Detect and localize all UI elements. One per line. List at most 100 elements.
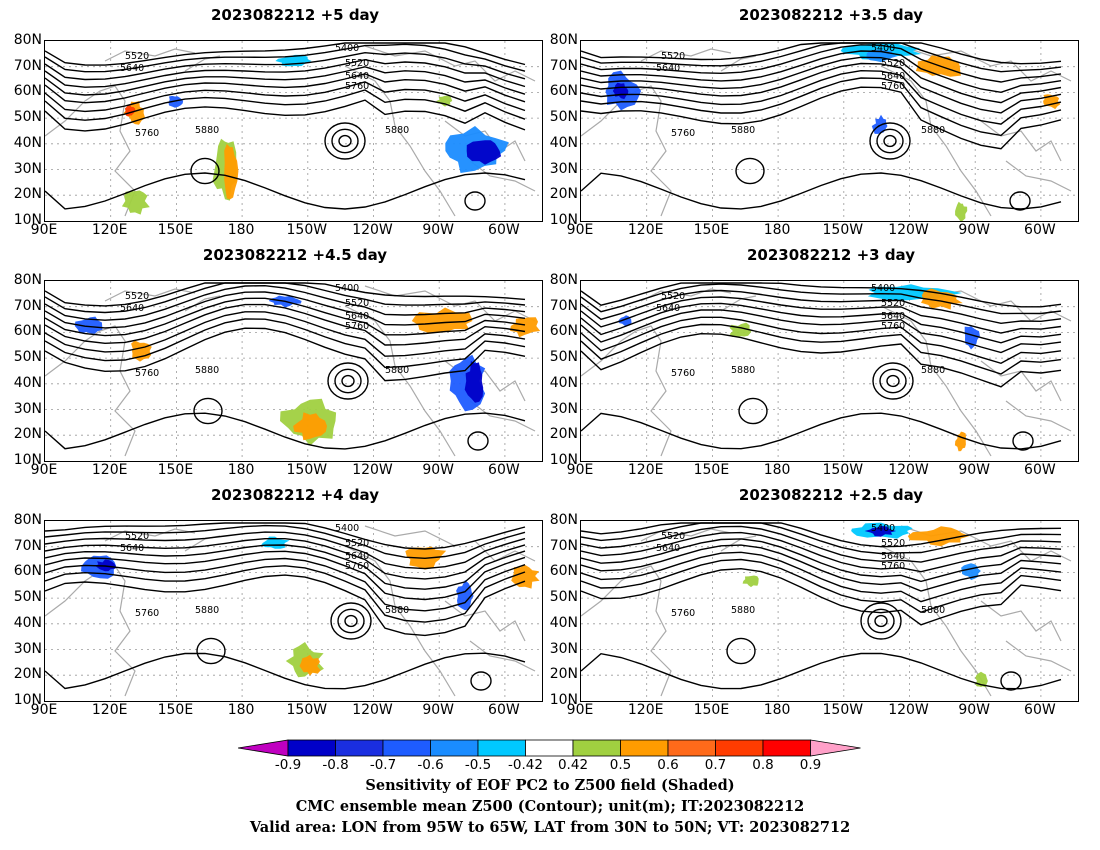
- colorbar-tick-label: -0.6: [417, 757, 444, 773]
- svg-text:5400: 5400: [871, 523, 895, 534]
- lat-tick-label: 40N: [13, 614, 42, 631]
- lon-tick-label: 120W: [888, 702, 929, 718]
- lat-tick-label: 70N: [13, 57, 42, 74]
- lon-tick-label: 90E: [30, 462, 58, 478]
- lat-tick-label: 50N: [549, 349, 578, 366]
- svg-text:5520: 5520: [125, 531, 149, 542]
- svg-text:5880: 5880: [195, 125, 219, 136]
- svg-text:5400: 5400: [871, 43, 895, 54]
- lon-tick-label: 120E: [91, 702, 128, 718]
- lat-tick-label: 10N: [549, 691, 578, 708]
- lon-tick-label: 60W: [488, 222, 520, 238]
- lat-tick-label: 60N: [13, 83, 42, 100]
- lat-tick-label: 60N: [13, 563, 42, 580]
- lon-tick-label: 60W: [488, 702, 520, 718]
- svg-text:5640: 5640: [656, 543, 680, 554]
- lat-tick-label: 40N: [549, 374, 578, 391]
- lat-tick-label: 50N: [549, 109, 578, 126]
- svg-text:5760: 5760: [881, 561, 905, 572]
- svg-text:5640: 5640: [656, 63, 680, 74]
- svg-text:5400: 5400: [335, 43, 359, 54]
- lon-tick-label: 120W: [352, 702, 393, 718]
- svg-text:5520: 5520: [345, 298, 369, 309]
- lon-tick-label: 120E: [91, 222, 128, 238]
- map-panel-1: 5400 5520 5520 5640 5640 5760 5760 5880 5880: [44, 40, 543, 222]
- lon-tick-label: 90W: [958, 702, 991, 718]
- lon-tick-label: 150W: [286, 222, 328, 238]
- lon-tick-label: 180: [763, 702, 791, 718]
- panel-title-2: 2023082212 +3.5 day: [738, 6, 924, 24]
- lat-tick-label: 20N: [549, 186, 578, 203]
- svg-text:5640: 5640: [881, 551, 905, 562]
- lat-tick-label: 70N: [549, 297, 578, 314]
- lon-tick-label: 90W: [958, 222, 991, 238]
- svg-text:5880: 5880: [731, 125, 755, 136]
- svg-text:5520: 5520: [881, 58, 905, 69]
- lat-tick-label: 80N: [549, 272, 578, 288]
- svg-text:5400: 5400: [871, 283, 895, 294]
- lon-tick-label: 150E: [693, 222, 730, 238]
- svg-text:5880: 5880: [731, 605, 755, 616]
- lat-tick-label: 10N: [13, 451, 42, 468]
- lat-tick-label: 40N: [13, 374, 42, 391]
- lat-tick-label: 70N: [549, 57, 578, 74]
- lon-tick-label: 150W: [822, 702, 864, 718]
- lon-tick-label: 120W: [888, 462, 929, 478]
- svg-text:5640: 5640: [120, 543, 144, 554]
- svg-text:5760: 5760: [671, 608, 695, 619]
- lat-tick-label: 70N: [13, 297, 42, 314]
- colorbar-swatch: [335, 739, 384, 757]
- lat-tick-label: 50N: [549, 589, 578, 606]
- z500-contours: [581, 42, 1062, 211]
- svg-text:5640: 5640: [656, 303, 680, 314]
- lat-tick-label: 50N: [13, 349, 42, 366]
- svg-text:5520: 5520: [661, 531, 685, 542]
- lon-tick-label: 90W: [422, 222, 455, 238]
- lon-tick-label: 150W: [822, 462, 864, 478]
- colorbar-swatch: [620, 739, 669, 757]
- svg-text:5760: 5760: [881, 81, 905, 92]
- z500-contours: [45, 282, 526, 451]
- coastlines: [581, 285, 1072, 457]
- lat-tick-label: 20N: [13, 666, 42, 683]
- lat-tick-label: 40N: [13, 134, 42, 151]
- colorbar: [238, 739, 861, 757]
- lon-tick-label: 60W: [1024, 462, 1056, 478]
- lat-tick-label: 40N: [549, 134, 578, 151]
- lon-tick-label: 150E: [157, 462, 194, 478]
- lat-tick-label: 80N: [13, 32, 42, 48]
- lon-tick-label: 90W: [958, 462, 991, 478]
- lon-tick-label: 90W: [422, 462, 455, 478]
- panel-title-3: 2023082212 +4.5 day: [202, 246, 388, 264]
- svg-text:5760: 5760: [671, 368, 695, 379]
- svg-text:5760: 5760: [135, 368, 159, 379]
- lat-tick-label: 10N: [13, 691, 42, 708]
- z500-contours: [581, 282, 1062, 451]
- lat-tick-label: 10N: [549, 211, 578, 228]
- lon-tick-label: 90E: [566, 462, 594, 478]
- panel-title-4: 2023082212 +3 day: [747, 246, 915, 264]
- svg-text:5880: 5880: [731, 365, 755, 376]
- svg-text:5640: 5640: [345, 551, 369, 562]
- lat-tick-label: 20N: [13, 426, 42, 443]
- lat-tick-label: 80N: [549, 512, 578, 528]
- colorbar-tick-label: -0.42: [508, 757, 543, 773]
- svg-text:5520: 5520: [661, 291, 685, 302]
- svg-text:5760: 5760: [345, 561, 369, 572]
- lon-tick-label: 90E: [566, 702, 594, 718]
- map-panel-2: 5400 5520 5520 5640 5640 5760 5760 5880 5880: [580, 40, 1079, 222]
- map-panel-3: 5400 5520 5520 5640 5640 5760 5760 5880 5880: [44, 280, 543, 462]
- lon-tick-label: 180: [227, 702, 255, 718]
- lat-tick-label: 20N: [549, 426, 578, 443]
- lon-tick-label: 120W: [352, 222, 393, 238]
- svg-text:5880: 5880: [195, 605, 219, 616]
- colorbar-tick-label: 0.6: [657, 757, 679, 773]
- lat-tick-label: 30N: [549, 400, 578, 417]
- lat-tick-label: 80N: [549, 32, 578, 48]
- lon-tick-label: 120E: [627, 702, 664, 718]
- sensitivity-shading: [121, 54, 509, 215]
- svg-text:5520: 5520: [881, 298, 905, 309]
